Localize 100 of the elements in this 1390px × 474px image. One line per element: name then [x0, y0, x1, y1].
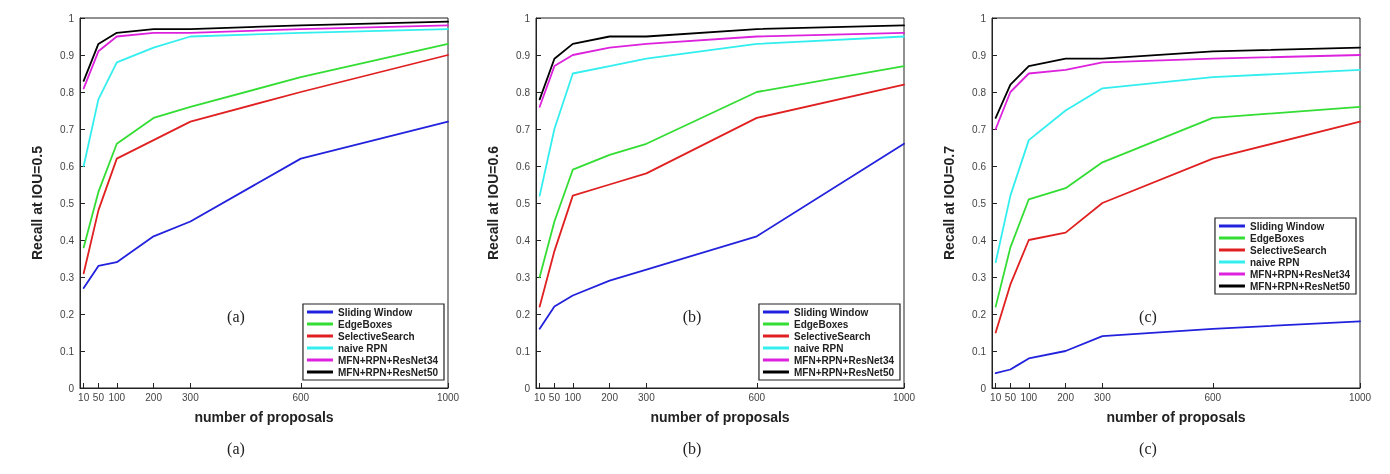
text: (a)	[227, 439, 245, 458]
line-series	[82, 20, 449, 82]
line-series	[82, 24, 449, 90]
y-tick-label: 1	[68, 12, 75, 24]
x-tick-label: 1000	[892, 391, 916, 403]
line-series	[538, 31, 905, 108]
line-series	[538, 35, 905, 197]
y-tick-label: 0.3	[972, 271, 987, 283]
x-tick-label: 1000	[1348, 391, 1372, 403]
line-series	[82, 54, 449, 275]
y-tick-label: 0	[980, 382, 987, 394]
y-tick-label: 0.6	[60, 160, 75, 172]
y-tick-label: 0.1	[516, 345, 531, 357]
x-tick-label: 300	[182, 391, 200, 403]
y-tick-label: 0.8	[516, 86, 531, 98]
x-tick-label: 200	[145, 391, 163, 403]
y-axis-title: Recall at IOU=0.7	[941, 145, 957, 261]
y-axis-title: Recall at IOU=0.6	[485, 145, 501, 261]
legend-label: EdgeBoxes	[1249, 232, 1305, 244]
y-tick-label: 0.5	[972, 197, 987, 209]
legend-label: naive RPN	[337, 342, 388, 354]
line-series	[82, 28, 449, 167]
x-tick-label: 100	[564, 391, 582, 403]
legend-label: SelectiveSearch	[1249, 244, 1327, 256]
line-series	[538, 24, 905, 101]
legend-label: SelectiveSearch	[337, 330, 415, 342]
x-tick-label: 600	[292, 391, 310, 403]
x-axis-title: number of proposals	[1106, 409, 1246, 425]
legend-label: EdgeBoxes	[793, 318, 849, 330]
x-tick-label: 50	[92, 391, 105, 403]
legend-label: MFN+RPN+ResNet34	[793, 354, 895, 366]
x-tick-label: 10	[990, 391, 1002, 403]
legend-label: MFN+RPN+ResNet50	[793, 366, 895, 378]
x-tick-label: 50	[1004, 391, 1017, 403]
legend-label: Sliding Window	[1249, 220, 1325, 232]
legend-label: EdgeBoxes	[337, 318, 393, 330]
x-tick-label: 200	[1057, 391, 1075, 403]
line-series	[994, 105, 1361, 308]
legend-label: MFN+RPN+ResNet50	[1249, 280, 1351, 292]
x-tick-label: 300	[1094, 391, 1112, 403]
line-series	[538, 142, 905, 330]
y-tick-label: 0.5	[516, 197, 531, 209]
y-tick-label: 0.8	[60, 86, 75, 98]
text: (c)	[1139, 439, 1157, 458]
x-tick-label: 10	[534, 391, 546, 403]
x-tick-label: 600	[748, 391, 766, 403]
y-tick-label: 0.2	[60, 308, 75, 320]
line-series	[538, 83, 905, 308]
line-series	[82, 120, 449, 289]
line-series	[994, 68, 1361, 264]
legend-label: Sliding Window	[337, 306, 413, 318]
y-tick-label: 0	[524, 382, 531, 394]
annotation: (c)	[1139, 307, 1157, 326]
x-axis-title: number of proposals	[650, 409, 790, 425]
y-axis-title: Recall at IOU=0.5	[29, 145, 45, 261]
x-tick-label: 1000	[436, 391, 460, 403]
legend-label: MFN+RPN+ResNet34	[337, 354, 439, 366]
y-tick-label: 0.3	[516, 271, 531, 283]
y-tick-label: 0.1	[972, 345, 987, 357]
y-tick-label: 1	[980, 12, 987, 24]
x-tick-label: 10	[78, 391, 90, 403]
legend-label: naive RPN	[1249, 256, 1300, 268]
annotation: (b)	[682, 307, 702, 326]
legend-label: SelectiveSearch	[793, 330, 871, 342]
y-tick-label: 0.9	[516, 49, 531, 61]
annotation: (a)	[227, 307, 245, 326]
x-tick-label: 100	[108, 391, 126, 403]
y-tick-label: 0.6	[516, 160, 531, 172]
line-series	[538, 65, 905, 278]
y-tick-label: 0.5	[60, 197, 75, 209]
x-tick-label: 50	[548, 391, 561, 403]
x-tick-label: 600	[1204, 391, 1222, 403]
legend-label: MFN+RPN+ResNet50	[337, 366, 439, 378]
y-tick-label: 0.3	[60, 271, 75, 283]
y-tick-label: 0.9	[972, 49, 987, 61]
y-tick-label: 0.7	[516, 123, 531, 135]
legend-label: MFN+RPN+ResNet34	[1249, 268, 1351, 280]
y-tick-label: 1	[524, 12, 531, 24]
y-tick-label: 0.2	[516, 308, 531, 320]
y-tick-label: 0	[68, 382, 75, 394]
x-tick-label: 300	[638, 391, 656, 403]
y-tick-label: 0.8	[972, 86, 987, 98]
x-tick-label: 100	[1020, 391, 1038, 403]
line-series	[994, 120, 1361, 334]
y-tick-label: 0.4	[972, 234, 987, 246]
x-axis-title: number of proposals	[194, 409, 334, 425]
x-tick-label: 200	[601, 391, 619, 403]
y-tick-label: 0.1	[60, 345, 75, 357]
y-tick-label: 0.6	[972, 160, 987, 172]
line-series	[994, 54, 1361, 130]
legend-label: Sliding Window	[793, 306, 869, 318]
y-tick-label: 0.2	[972, 308, 987, 320]
legend-label: naive RPN	[793, 342, 844, 354]
y-tick-label: 0.9	[60, 49, 75, 61]
text: (b)	[682, 439, 702, 458]
y-tick-label: 0.7	[60, 123, 75, 135]
y-tick-label: 0.4	[516, 234, 531, 246]
line-series	[994, 46, 1361, 119]
y-tick-label: 0.4	[60, 234, 75, 246]
line-series	[82, 43, 449, 249]
